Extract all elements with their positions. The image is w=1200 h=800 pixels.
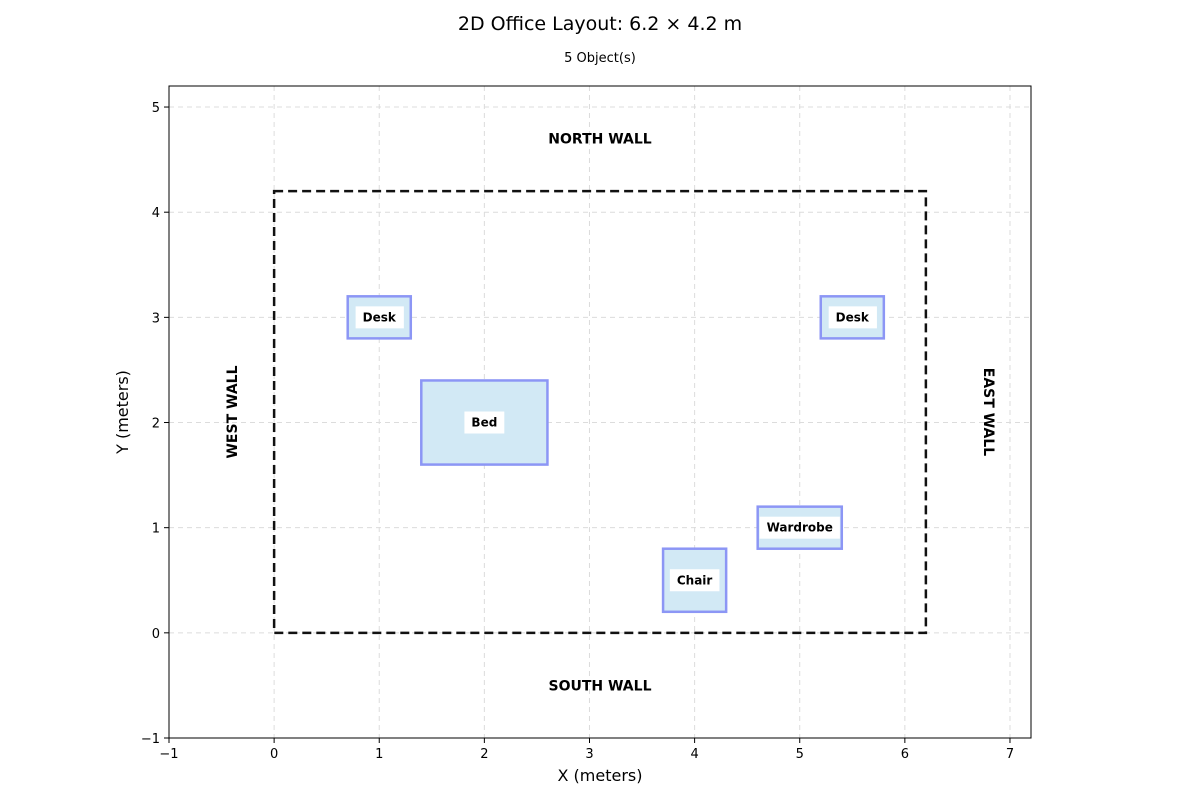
x-tick-label: 6 [901,747,909,762]
x-tick-label: 3 [585,747,593,762]
figure-title: 2D Office Layout: 6.2 × 4.2 m [458,13,742,35]
x-tick-label: 1 [375,747,383,762]
furniture-label-bg [828,306,877,329]
furniture-objects: Desk Desk Bed Wardrobe Chair [346,295,886,614]
furniture-desk: Desk [819,295,886,340]
y-tick-label: 1 [152,522,160,537]
west-wall-label: WEST WALL [225,365,241,458]
y-axis-label: Y (meters) [113,370,132,455]
furniture-label: Desk [836,310,870,324]
x-tick-label: 2 [480,747,488,762]
grid-lines [168,86,1031,739]
y-tick-label: 3 [152,311,160,326]
furniture-rect [420,379,549,466]
furniture-label: Wardrobe [767,521,833,535]
furniture-label: Chair [677,573,713,587]
east-wall-label: EAST WALL [980,368,996,456]
x-tick-label: −1 [159,747,178,762]
furniture-bed: Bed [420,379,549,466]
y-tick-label: −1 [141,732,160,747]
furniture-desk: Desk [346,295,413,340]
furniture-label: Desk [363,310,397,324]
y-tick-label: 5 [152,101,160,116]
x-tick-label: 5 [796,747,804,762]
axis-ticks: −1 0 1 2 3 4 5 6 7 −1 0 1 2 3 4 5 [141,101,1014,762]
south-wall-label: SOUTH WALL [549,678,652,694]
room-outline [272,189,928,635]
y-tick-label: 0 [152,627,160,642]
furniture-label-bg [355,306,404,329]
x-tick-label: 0 [270,747,278,762]
furniture-label-bg [759,516,840,539]
x-axis-label: X (meters) [558,766,643,785]
furniture-label-bg [464,411,505,434]
north-wall-label: NORTH WALL [548,132,651,148]
furniture-label-bg [669,569,720,592]
plot-frame [168,85,1032,739]
room-layer [272,189,928,635]
furniture-chair: Chair [661,547,728,614]
furniture-label: Bed [471,416,497,430]
y-tick-label: 2 [152,417,160,432]
x-tick-label: 4 [690,747,698,762]
y-tick-label: 4 [152,206,160,221]
x-tick-label: 7 [1006,747,1014,762]
furniture-wardrobe: Wardrobe [756,505,844,550]
figure-subtitle: 5 Object(s) [564,51,636,66]
